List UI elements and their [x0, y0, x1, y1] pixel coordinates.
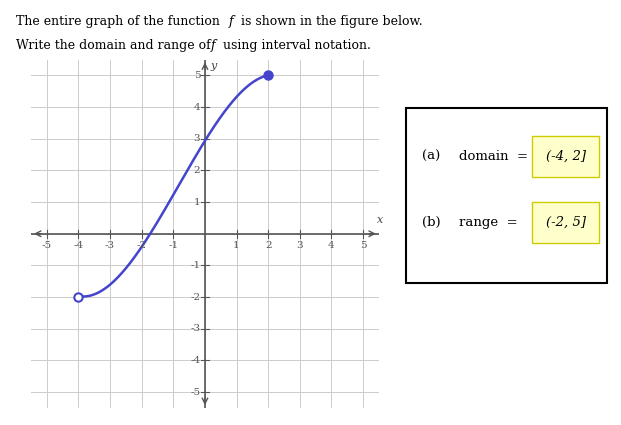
Text: 4: 4 [194, 102, 200, 111]
Text: -5: -5 [190, 388, 200, 397]
Text: -3: -3 [105, 241, 115, 250]
Text: 1: 1 [233, 241, 240, 250]
Text: y: y [211, 61, 217, 71]
Text: Write the domain and range of: Write the domain and range of [16, 39, 214, 52]
Text: x: x [377, 215, 384, 225]
FancyBboxPatch shape [532, 136, 599, 177]
Text: 5: 5 [194, 71, 200, 80]
Text: 4: 4 [328, 241, 335, 250]
Text: 3: 3 [194, 134, 200, 143]
Text: 2: 2 [265, 241, 271, 250]
Text: (-4, 2]: (-4, 2] [545, 150, 586, 163]
Text: -4: -4 [73, 241, 84, 250]
FancyBboxPatch shape [532, 202, 599, 243]
Text: using interval notation.: using interval notation. [219, 39, 371, 52]
Text: range  =: range = [459, 216, 518, 229]
Text: -5: -5 [42, 241, 52, 250]
Text: -2: -2 [137, 241, 147, 250]
Text: -1: -1 [190, 261, 200, 270]
Text: domain  =: domain = [459, 150, 528, 163]
Text: 5: 5 [360, 241, 366, 250]
Text: -3: -3 [190, 324, 200, 333]
Text: -1: -1 [168, 241, 178, 250]
Text: (a): (a) [422, 150, 440, 163]
Text: The entire graph of the function: The entire graph of the function [16, 15, 224, 28]
Text: is shown in the figure below.: is shown in the figure below. [237, 15, 422, 28]
Text: 1: 1 [194, 198, 200, 207]
FancyBboxPatch shape [406, 108, 607, 283]
Text: -4: -4 [190, 356, 200, 365]
Text: f: f [211, 39, 215, 52]
Text: (b): (b) [422, 216, 441, 229]
Text: 3: 3 [296, 241, 303, 250]
Text: (-2, 5]: (-2, 5] [545, 216, 586, 229]
Text: 2: 2 [194, 166, 200, 175]
Text: f: f [229, 15, 233, 28]
Text: -2: -2 [190, 293, 200, 302]
